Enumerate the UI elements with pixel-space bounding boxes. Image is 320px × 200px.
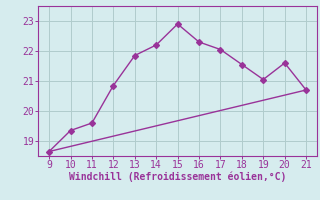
X-axis label: Windchill (Refroidissement éolien,°C): Windchill (Refroidissement éolien,°C) (69, 172, 286, 182)
